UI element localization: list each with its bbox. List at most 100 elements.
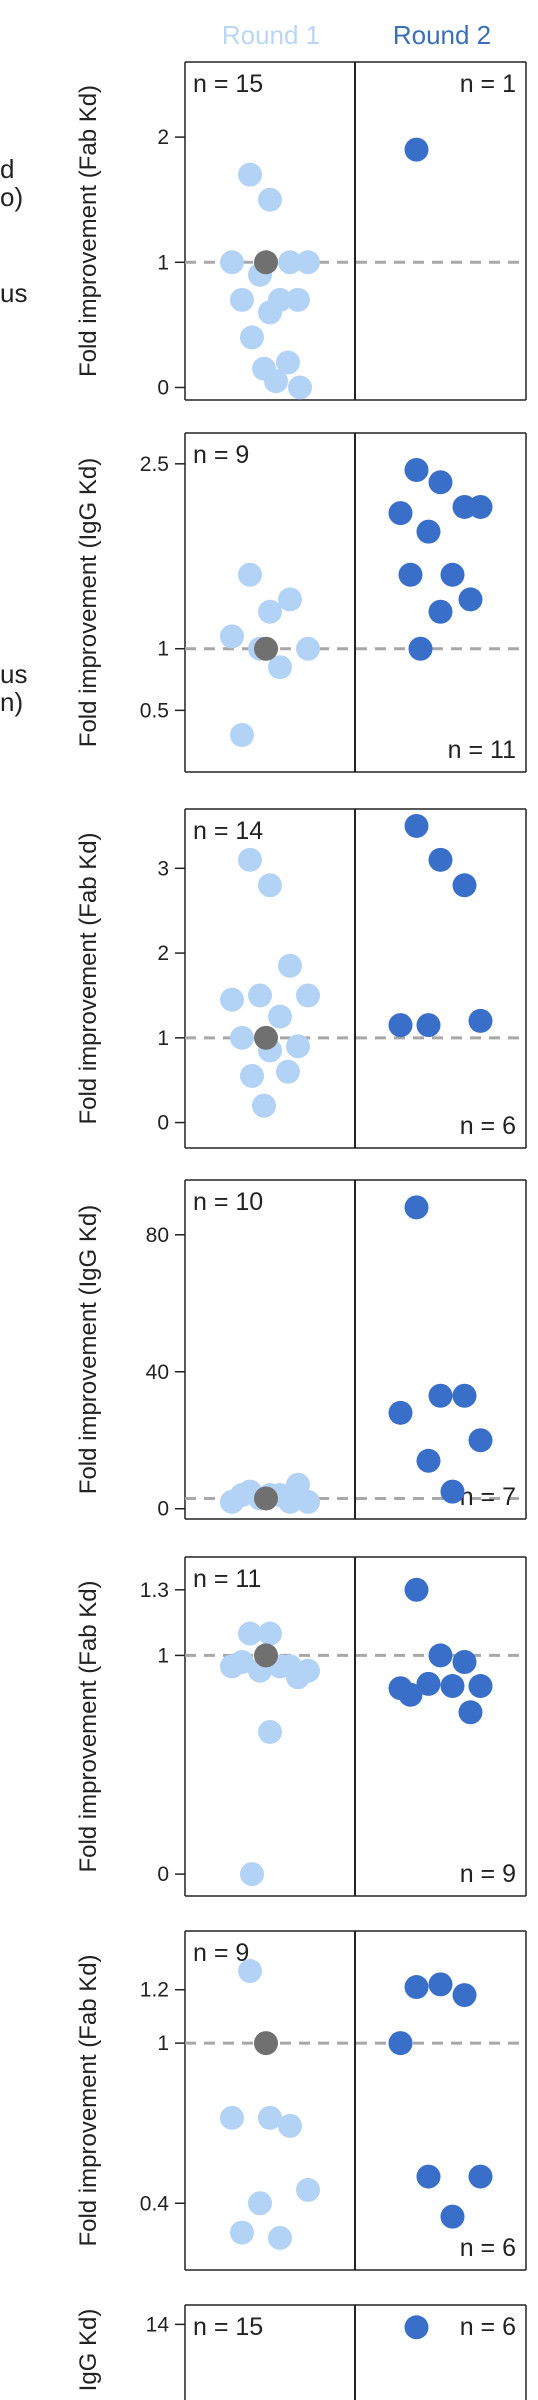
data-point-round-1	[238, 562, 262, 587]
data-point-round-1	[258, 1621, 282, 1646]
data-point-round-2	[388, 2031, 413, 2056]
data-point-round-1	[258, 300, 282, 325]
data-point-round-1	[248, 2191, 272, 2216]
data-point-round-1	[278, 587, 302, 612]
y-axis-label: Fold improvement (Fab Kd)	[75, 832, 102, 1124]
data-point-round-1	[238, 1959, 262, 1984]
data-point-round-1	[230, 723, 254, 748]
n-label-round-1: n = 14	[193, 817, 263, 845]
data-point-round-1	[276, 1059, 300, 1084]
header-round-2: Round 2	[392, 20, 492, 50]
panel-6: 0.4 1 1.2 Fold improvement (Fab Kd) n = 9 n =…	[75, 1930, 527, 2271]
data-point-parent	[254, 1643, 278, 1668]
data-point-round-2	[408, 636, 433, 661]
n-label-round-2: n = 7	[460, 1483, 516, 1511]
data-point-round-1	[230, 1483, 254, 1508]
data-point-round-1	[286, 1034, 310, 1059]
y-tick-label: 14	[146, 2313, 170, 2336]
y-tick-label: 0	[157, 1498, 169, 1521]
data-point-round-1	[238, 162, 262, 187]
n-label-round-2: n = 6	[460, 2234, 516, 2262]
data-point-round-2	[398, 1682, 423, 1707]
left-edge-fragment: d	[0, 154, 15, 184]
data-point-round-2	[416, 1671, 441, 1696]
data-point-round-2	[428, 1972, 453, 1997]
panel-7: 14 IgG Kd) n = 15 n = 6	[75, 2304, 527, 2400]
data-point-round-1	[288, 375, 312, 400]
y-tick-label: 2.5	[140, 453, 169, 476]
data-point-round-1	[286, 1665, 310, 1690]
y-tick-label: 1	[157, 1644, 169, 1667]
panel-5: 0 1 1.3 Fold improvement (Fab Kd) n = 11 n = …	[75, 1556, 527, 1897]
left-edge-fragment: us	[0, 659, 28, 689]
n-label-round-1: n = 9	[193, 1939, 249, 1967]
y-tick-label: 80	[146, 1224, 169, 1247]
y-tick-label: 1.3	[140, 1579, 169, 1602]
y-tick-label: 1.2	[140, 1979, 169, 2002]
data-point-round-2	[416, 519, 441, 544]
data-point-round-2	[416, 1013, 441, 1038]
panel-2: 0.5 1 2.5 Fold improvement (IgG Kd) n = 9 n =…	[75, 432, 527, 773]
data-point-round-1	[258, 2105, 282, 2130]
panel-4: 0 40 80 Fold improvement (IgG Kd) n = 10 n = …	[75, 1179, 527, 1521]
data-point-round-1	[252, 1093, 276, 1118]
n-label-round-2: n = 11	[448, 736, 516, 764]
y-tick-label: 1	[157, 638, 169, 661]
y-tick-label: 1	[157, 1027, 169, 1050]
n-label-round-1: n = 9	[193, 441, 249, 469]
y-tick-label: 0	[157, 1863, 169, 1886]
data-point-round-2	[404, 1195, 429, 1220]
data-point-round-1	[278, 953, 302, 978]
data-point-round-2	[468, 1008, 493, 1033]
data-point-round-2	[404, 1975, 429, 2000]
data-point-round-1	[296, 983, 320, 1008]
data-point-round-2	[404, 457, 429, 482]
data-point-round-2	[458, 1700, 483, 1725]
data-point-parent	[254, 636, 278, 661]
y-tick-label: 40	[146, 1361, 169, 1384]
data-point-round-2	[428, 1383, 453, 1408]
data-point-round-2	[440, 1674, 465, 1699]
data-point-round-2	[440, 1479, 465, 1504]
data-point-round-1	[286, 1472, 310, 1497]
data-point-round-2	[428, 1643, 453, 1668]
data-point-round-1	[220, 987, 244, 1012]
data-point-round-2	[452, 1383, 477, 1408]
data-point-round-2	[440, 2204, 465, 2229]
y-axis-label: Fold improvement (IgG Kd)	[75, 458, 102, 747]
y-tick-label: 0	[157, 376, 169, 399]
data-point-round-2	[440, 562, 465, 587]
data-point-round-2	[416, 1448, 441, 1473]
data-point-round-2	[428, 470, 453, 495]
data-point-round-1	[258, 187, 282, 212]
data-point-round-1	[276, 350, 300, 375]
data-point-round-1	[230, 1025, 254, 1050]
panel-3: 0 1 2 3 Fold improvement (Fab Kd) n = 14 n = 6	[75, 808, 527, 1149]
data-point-round-1	[230, 287, 254, 312]
data-point-round-2	[404, 813, 429, 838]
data-point-round-1	[240, 1063, 264, 1088]
data-point-round-2	[404, 137, 429, 162]
y-tick-label: 2	[157, 942, 169, 965]
data-point-round-1	[258, 873, 282, 898]
data-point-round-1	[238, 847, 262, 872]
data-point-round-2	[468, 2164, 493, 2189]
n-label-round-2: n = 1	[460, 70, 516, 98]
data-point-parent	[254, 250, 278, 275]
data-point-round-1	[296, 636, 320, 661]
panel-1: 0 1 2 Fold improvement (Fab Kd) n = 15 n = 1	[75, 61, 527, 401]
y-axis-label: Fold improvement (IgG Kd)	[75, 1205, 102, 1494]
data-point-round-2	[452, 873, 477, 898]
left-edge-fragment: us	[0, 278, 28, 308]
data-point-round-1	[248, 983, 272, 1008]
y-axis-label: Fold improvement (Fab Kd)	[75, 1580, 102, 1872]
y-axis-label: Fold improvement (Fab Kd)	[75, 1954, 102, 2246]
n-label-round-2: n = 6	[460, 1112, 516, 1140]
n-label-round-2: n = 9	[460, 1860, 516, 1888]
data-point-round-1	[278, 250, 302, 275]
data-point-round-1	[238, 1621, 262, 1646]
y-axis-label: Fold improvement (Fab Kd)	[75, 85, 102, 377]
data-point-round-1	[286, 287, 310, 312]
data-point-round-1	[258, 599, 282, 624]
